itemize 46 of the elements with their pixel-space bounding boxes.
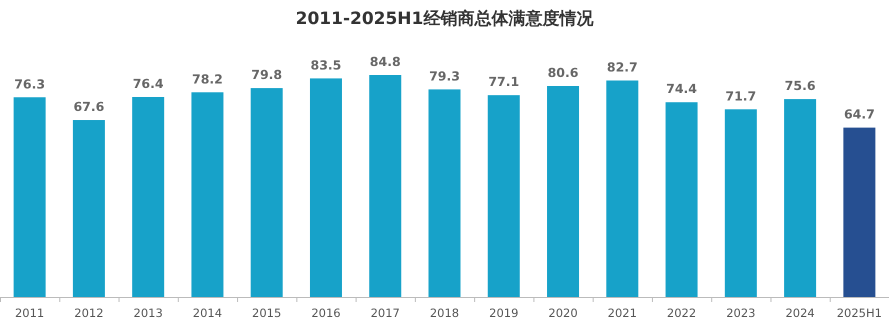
data-label: 75.6	[784, 78, 816, 94]
x-tick-label: 2025H1	[836, 306, 882, 320]
data-label: 74.4	[666, 81, 698, 96]
x-tick-label: 2020	[548, 306, 578, 320]
data-label: 79.8	[251, 67, 282, 82]
data-label: 82.7	[606, 60, 638, 74]
bar	[310, 78, 342, 297]
bar	[724, 109, 757, 297]
x-tick-label: 2023	[726, 306, 756, 320]
x-tick-label: 2021	[608, 306, 637, 320]
bar	[250, 88, 283, 297]
bar	[428, 89, 460, 297]
bar	[191, 92, 224, 297]
data-label: 78.2	[192, 71, 223, 86]
data-label: 83.5	[310, 57, 342, 72]
data-label: 79.3	[429, 68, 460, 84]
x-tick-label: 2011	[14, 306, 44, 320]
data-label: 67.6	[73, 99, 105, 114]
data-label: 71.7	[725, 88, 756, 104]
data-label: 76.3	[14, 76, 46, 92]
x-tick-label: 2022	[666, 306, 696, 320]
bar	[72, 120, 105, 297]
bar	[14, 97, 46, 297]
x-tick-label: 2019	[489, 306, 518, 320]
x-tick-label: 2012	[74, 306, 104, 320]
chart-title: 2011-2025H1经销商总体满意度情况	[296, 9, 594, 29]
x-tick-label: 2024	[785, 306, 815, 320]
bar	[784, 99, 816, 297]
x-tick-label: 2014	[192, 306, 222, 320]
bar	[606, 80, 638, 297]
data-label: 84.8	[370, 54, 401, 69]
bar	[132, 96, 164, 297]
bar	[488, 95, 520, 297]
x-tick-label: 2015	[252, 306, 282, 320]
x-tick-label: 2013	[134, 306, 163, 320]
data-label: 64.7	[844, 106, 875, 122]
bar	[547, 86, 580, 297]
data-label: 80.6	[548, 64, 579, 80]
data-label: 76.4	[132, 76, 164, 91]
x-tick-label: 2016	[311, 306, 341, 320]
bar	[843, 128, 876, 297]
x-tick-label: 2018	[430, 306, 460, 320]
bar	[666, 102, 698, 297]
data-label: 77.1	[488, 74, 520, 90]
x-tick-label: 2017	[370, 306, 400, 320]
bar	[369, 75, 402, 297]
